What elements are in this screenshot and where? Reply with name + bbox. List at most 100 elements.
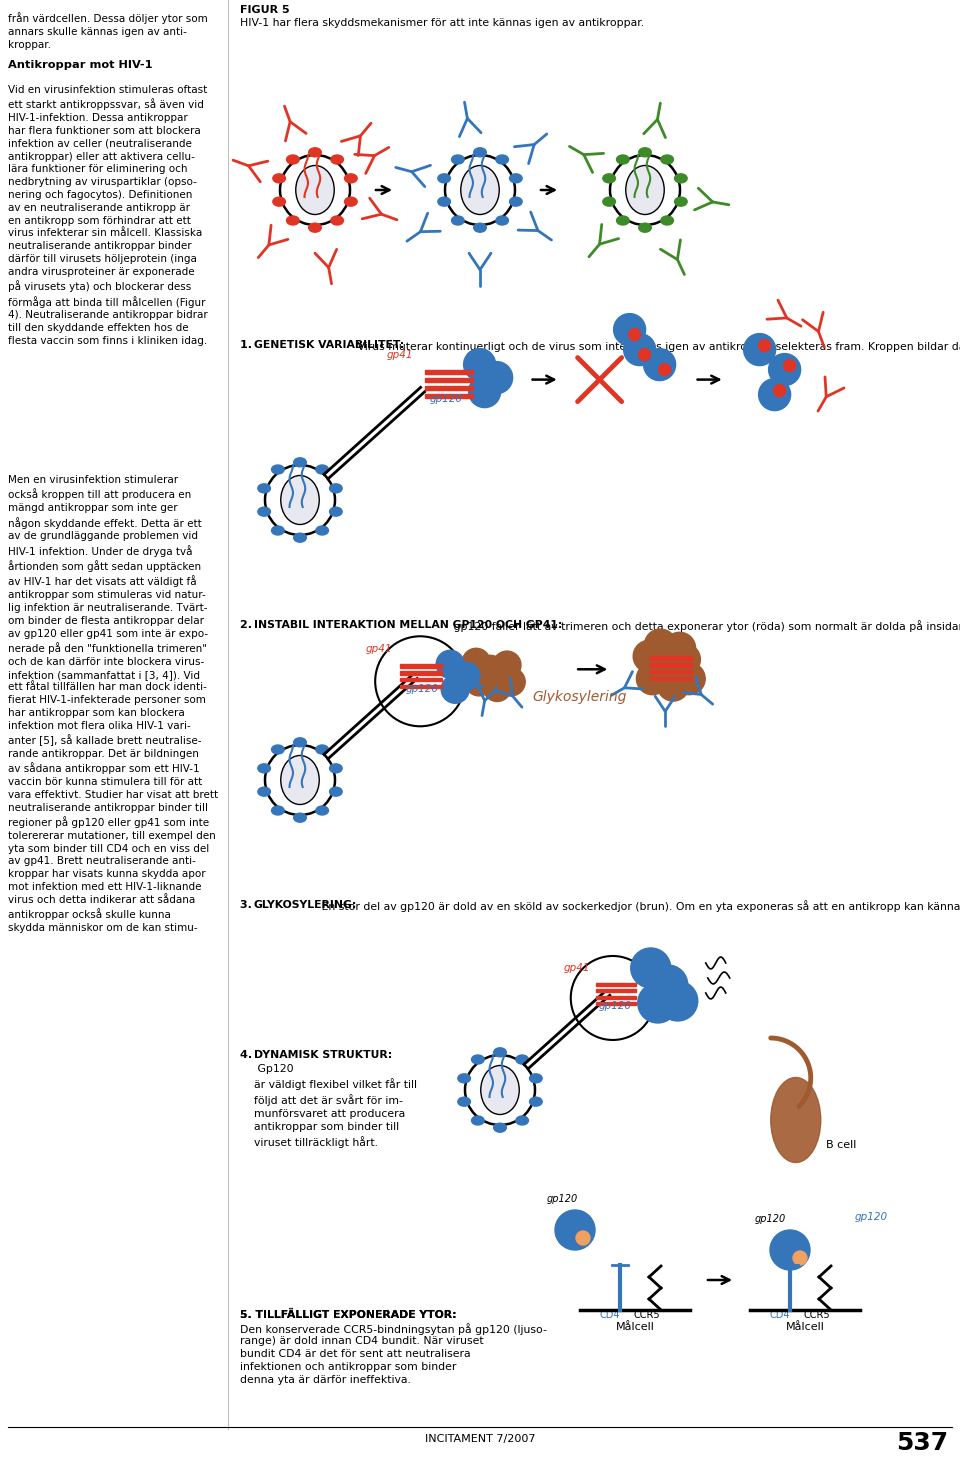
- Circle shape: [375, 636, 466, 726]
- Ellipse shape: [481, 1065, 519, 1115]
- Bar: [424, 378, 472, 382]
- Circle shape: [442, 676, 469, 704]
- Circle shape: [436, 651, 465, 679]
- Text: CD4: CD4: [770, 1310, 790, 1321]
- Ellipse shape: [471, 1055, 484, 1064]
- Bar: [424, 370, 472, 373]
- Ellipse shape: [451, 216, 464, 225]
- Ellipse shape: [675, 197, 687, 206]
- Circle shape: [659, 364, 671, 376]
- Text: denna yta är därför ineffektiva.: denna yta är därför ineffektiva.: [240, 1375, 411, 1385]
- Text: bundit CD4 är det för sent att neutralisera: bundit CD4 är det för sent att neutralis…: [240, 1349, 470, 1359]
- Ellipse shape: [273, 173, 285, 182]
- Circle shape: [265, 466, 335, 535]
- Circle shape: [265, 745, 335, 815]
- Ellipse shape: [530, 1074, 542, 1083]
- Text: gp120: gp120: [599, 1000, 632, 1011]
- Text: range) är dold innan CD4 bundit. När viruset: range) är dold innan CD4 bundit. När vir…: [240, 1335, 484, 1346]
- Bar: [650, 657, 692, 660]
- Text: FIGUR 5: FIGUR 5: [240, 4, 290, 15]
- Ellipse shape: [329, 507, 342, 516]
- Circle shape: [445, 156, 515, 225]
- Circle shape: [648, 965, 687, 1005]
- Ellipse shape: [294, 533, 306, 542]
- Text: 5. TILLFÄLLIGT EXPONERADE YTOR:: 5. TILLFÄLLIGT EXPONERADE YTOR:: [240, 1310, 457, 1321]
- Ellipse shape: [294, 458, 306, 467]
- Bar: [596, 983, 636, 986]
- Text: En stor del av gp120 är dold av en sköld av sockerkedjor (brun). Om en yta expon: En stor del av gp120 är dold av en sköld…: [318, 900, 960, 912]
- Circle shape: [555, 1210, 595, 1250]
- Circle shape: [658, 668, 689, 701]
- Ellipse shape: [329, 764, 342, 773]
- Ellipse shape: [638, 223, 651, 232]
- Circle shape: [769, 354, 801, 385]
- Ellipse shape: [286, 216, 300, 225]
- Bar: [650, 677, 692, 680]
- Ellipse shape: [458, 1074, 470, 1083]
- Ellipse shape: [280, 476, 320, 524]
- Ellipse shape: [296, 166, 334, 214]
- Text: GLYKOSYLERING:: GLYKOSYLERING:: [254, 900, 357, 909]
- Text: gp120: gp120: [755, 1213, 786, 1224]
- Circle shape: [468, 376, 500, 407]
- Ellipse shape: [258, 787, 271, 796]
- Ellipse shape: [329, 483, 342, 494]
- Text: gp41: gp41: [387, 350, 413, 360]
- Bar: [400, 664, 443, 668]
- Circle shape: [770, 1230, 810, 1271]
- Text: från värdcellen. Dessa döljer ytor som
annars skulle kännas igen av anti-
kroppa: från värdcellen. Dessa döljer ytor som a…: [8, 12, 207, 50]
- Circle shape: [658, 981, 698, 1021]
- Bar: [596, 1002, 636, 1005]
- Ellipse shape: [286, 156, 300, 165]
- Circle shape: [634, 640, 665, 673]
- Ellipse shape: [316, 745, 328, 754]
- Text: 537: 537: [896, 1431, 948, 1454]
- Text: CCR5: CCR5: [634, 1310, 660, 1321]
- Ellipse shape: [294, 814, 306, 823]
- Bar: [400, 685, 443, 689]
- Circle shape: [610, 156, 680, 225]
- Text: INCITAMENT 7/2007: INCITAMENT 7/2007: [424, 1434, 536, 1444]
- Ellipse shape: [331, 156, 344, 165]
- Ellipse shape: [438, 173, 450, 182]
- Text: Den konserverade CCR5-bindningsytan på gp120 (ljuso-: Den konserverade CCR5-bindningsytan på g…: [240, 1324, 547, 1335]
- Circle shape: [758, 379, 791, 411]
- Ellipse shape: [451, 156, 464, 165]
- Bar: [596, 996, 636, 999]
- Ellipse shape: [461, 166, 499, 214]
- Ellipse shape: [771, 1077, 821, 1162]
- Ellipse shape: [272, 466, 284, 474]
- Ellipse shape: [258, 764, 271, 773]
- Ellipse shape: [603, 173, 615, 182]
- Ellipse shape: [316, 526, 328, 535]
- Ellipse shape: [496, 216, 509, 225]
- Circle shape: [793, 1252, 807, 1265]
- Circle shape: [758, 339, 771, 351]
- Circle shape: [643, 348, 676, 380]
- Text: 5. TILLFÄLLIGT EXPONERADE YTOR:: 5. TILLFÄLLIGT EXPONERADE YTOR:: [240, 1310, 457, 1321]
- Circle shape: [783, 360, 796, 372]
- Ellipse shape: [473, 223, 487, 232]
- Circle shape: [673, 663, 706, 695]
- Circle shape: [493, 651, 521, 679]
- Circle shape: [476, 655, 504, 683]
- Ellipse shape: [493, 1124, 506, 1133]
- Text: gp120: gp120: [855, 1212, 888, 1222]
- Ellipse shape: [496, 156, 509, 165]
- Text: Målcell: Målcell: [615, 1322, 655, 1332]
- Circle shape: [464, 348, 495, 380]
- Circle shape: [744, 333, 776, 366]
- Bar: [400, 671, 443, 674]
- Ellipse shape: [660, 156, 674, 165]
- Bar: [424, 385, 472, 389]
- Circle shape: [452, 663, 480, 690]
- Ellipse shape: [309, 223, 322, 232]
- Text: gp120: gp120: [547, 1194, 578, 1205]
- Ellipse shape: [660, 216, 674, 225]
- Text: DYNAMISK STRUKTUR:: DYNAMISK STRUKTUR:: [254, 1050, 393, 1061]
- Circle shape: [638, 348, 651, 360]
- Circle shape: [644, 629, 677, 661]
- Ellipse shape: [471, 1116, 484, 1125]
- Ellipse shape: [458, 1097, 470, 1106]
- Ellipse shape: [510, 173, 522, 182]
